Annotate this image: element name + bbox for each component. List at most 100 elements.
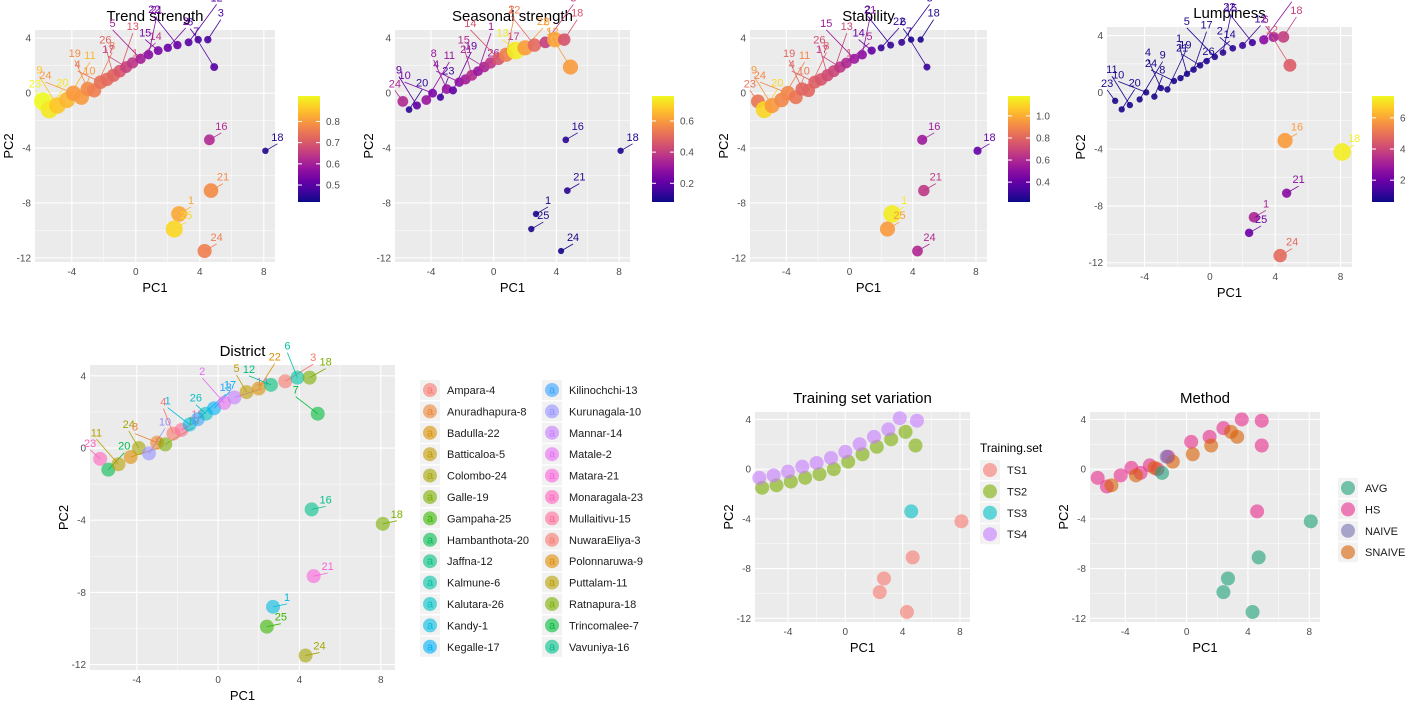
legend-label: Puttalam-11 bbox=[569, 578, 628, 590]
x-tick-label: 4 bbox=[910, 267, 916, 278]
data-point bbox=[887, 41, 895, 49]
colorbar-tick-label: 0.4 bbox=[680, 148, 694, 159]
point-label: 20 bbox=[56, 78, 68, 90]
data-point bbox=[1230, 429, 1245, 444]
legend-swatch bbox=[423, 575, 437, 590]
legend-swatch bbox=[423, 597, 437, 611]
point-label: 14 bbox=[1224, 29, 1236, 41]
points-layer bbox=[1090, 412, 1318, 620]
x-tick-label: 8 bbox=[973, 267, 979, 278]
point-label: 24 bbox=[39, 70, 51, 82]
point-label: 25 bbox=[893, 210, 905, 222]
point-label: 3 bbox=[927, 0, 933, 4]
label-leader-line bbox=[825, 29, 855, 60]
data-point bbox=[203, 183, 219, 198]
point-label: 4 bbox=[1145, 47, 1151, 59]
label-leader-line bbox=[1150, 69, 1175, 82]
point-label: 26 bbox=[813, 34, 825, 46]
colorbar bbox=[1372, 96, 1394, 202]
label-leader-line bbox=[1121, 89, 1136, 110]
legend-glyph: a bbox=[549, 599, 556, 611]
colorbar-tick-label: 6 bbox=[1400, 113, 1406, 124]
legend-swatch bbox=[423, 618, 437, 633]
data-point bbox=[165, 220, 183, 238]
data-point bbox=[532, 210, 540, 218]
point-label: 4 bbox=[160, 397, 166, 409]
point-label: 12 bbox=[210, 0, 222, 4]
point-label: 21 bbox=[217, 172, 229, 184]
data-point bbox=[1303, 514, 1318, 529]
label-leader-line bbox=[313, 572, 328, 577]
point-label: 10 bbox=[398, 70, 410, 82]
point-label: 13 bbox=[497, 28, 509, 40]
y-tick-label: 0 bbox=[1080, 465, 1086, 476]
data-point bbox=[397, 96, 409, 107]
panel-district: District-4048-12-8-404PC1PC2232011924108… bbox=[56, 341, 643, 703]
data-point bbox=[527, 38, 542, 52]
chart-title: Seasonal strength bbox=[452, 8, 573, 25]
points-layer: 2420911102381942615121171412132223618121… bbox=[389, 0, 639, 255]
label-leader-line bbox=[305, 652, 320, 656]
point-label: 19 bbox=[783, 48, 795, 60]
point-label: 18 bbox=[983, 132, 995, 144]
legend-label: Anuradhapura-8 bbox=[447, 406, 527, 418]
legend-glyph: a bbox=[549, 470, 556, 482]
label-leader-line bbox=[404, 81, 433, 94]
y-tick-label: -12 bbox=[737, 614, 752, 625]
data-point bbox=[879, 221, 896, 237]
data-point bbox=[557, 247, 565, 255]
label-leader-line bbox=[861, 16, 871, 55]
point-label: 21 bbox=[1293, 174, 1305, 186]
data-point bbox=[809, 455, 824, 470]
point-label: 18 bbox=[1348, 133, 1360, 145]
legend-item: SNAIVE bbox=[1338, 542, 1405, 563]
point-label: 21 bbox=[573, 172, 585, 184]
label-leader-line bbox=[1206, 40, 1230, 62]
points-layer: 2320119241081941511326172145221236187161… bbox=[84, 341, 403, 663]
point-label: 22 bbox=[893, 16, 905, 28]
point-label: 11 bbox=[799, 50, 810, 62]
legend-glyph: a bbox=[549, 406, 556, 418]
data-point bbox=[1254, 413, 1269, 428]
legend-label: TS3 bbox=[1007, 508, 1027, 520]
x-axis-label: PC1 bbox=[850, 640, 875, 655]
legend-swatch bbox=[423, 639, 437, 654]
data-point bbox=[1090, 470, 1105, 485]
data-point bbox=[1155, 465, 1170, 480]
data-point bbox=[905, 550, 920, 565]
legend-item: a Polonnaruwa-9 bbox=[542, 551, 643, 572]
legend-item: TS2 bbox=[980, 481, 1027, 502]
legend-item: a Colombo-24 bbox=[420, 465, 507, 486]
point-label: 1 bbox=[165, 396, 171, 408]
data-point bbox=[1273, 248, 1287, 263]
point-label: 7 bbox=[906, 26, 912, 38]
label-leader-line bbox=[128, 430, 140, 449]
chart-title: Lumpiness bbox=[1193, 5, 1266, 22]
y-tick-label: 4 bbox=[1080, 415, 1086, 426]
legend-swatch bbox=[423, 511, 437, 526]
label-leader-line bbox=[398, 76, 418, 106]
data-point bbox=[877, 571, 891, 586]
legend-swatch bbox=[423, 468, 437, 483]
legend-label: AVG bbox=[1365, 483, 1387, 495]
data-point bbox=[126, 57, 139, 69]
data-point bbox=[954, 514, 969, 529]
point-label: 21 bbox=[1176, 42, 1188, 54]
data-point bbox=[173, 40, 182, 50]
y-tick-label: -4 bbox=[1094, 145, 1103, 156]
point-label: 14 bbox=[853, 28, 865, 40]
point-label: 1 bbox=[901, 195, 907, 207]
label-leader-line bbox=[89, 449, 101, 460]
y-tick-label: -4 bbox=[1077, 514, 1086, 525]
label-leader-line bbox=[295, 396, 318, 415]
legend-label: Colombo-24 bbox=[447, 471, 507, 483]
label-leader-line bbox=[382, 520, 397, 525]
legend-glyph: a bbox=[427, 385, 434, 397]
chart-title: District bbox=[220, 343, 267, 360]
y-tick-label: 0 bbox=[385, 89, 391, 100]
y-axis-label: PC2 bbox=[361, 133, 376, 158]
point-label: 16 bbox=[1291, 122, 1303, 134]
legend-item: a Vavuniya-16 bbox=[542, 636, 629, 657]
chart-title: Stability bbox=[842, 8, 895, 25]
point-label: 20 bbox=[771, 78, 783, 90]
